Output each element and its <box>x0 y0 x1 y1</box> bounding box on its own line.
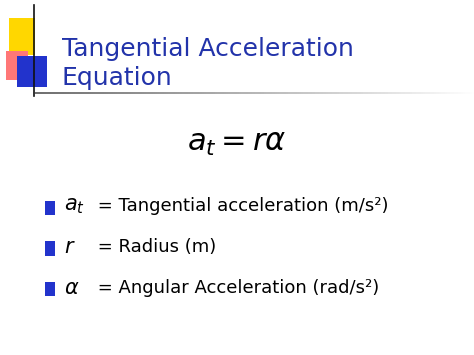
Bar <box>6 51 28 80</box>
Text: = Radius (m): = Radius (m) <box>92 238 217 256</box>
Bar <box>45 241 55 256</box>
Text: = Angular Acceleration (rad/s²): = Angular Acceleration (rad/s²) <box>92 279 380 296</box>
Bar <box>9 18 35 55</box>
Text: $a_t = r\alpha$: $a_t = r\alpha$ <box>187 129 287 158</box>
Bar <box>17 56 47 87</box>
Bar <box>45 201 55 215</box>
Text: $r$: $r$ <box>64 237 76 257</box>
Text: = Tangential acceleration (m/s²): = Tangential acceleration (m/s²) <box>92 197 389 215</box>
Text: Tangential Acceleration
Equation: Tangential Acceleration Equation <box>62 37 354 90</box>
Bar <box>45 282 55 296</box>
Text: $a_t$: $a_t$ <box>64 196 85 216</box>
Text: $\alpha$: $\alpha$ <box>64 278 80 297</box>
